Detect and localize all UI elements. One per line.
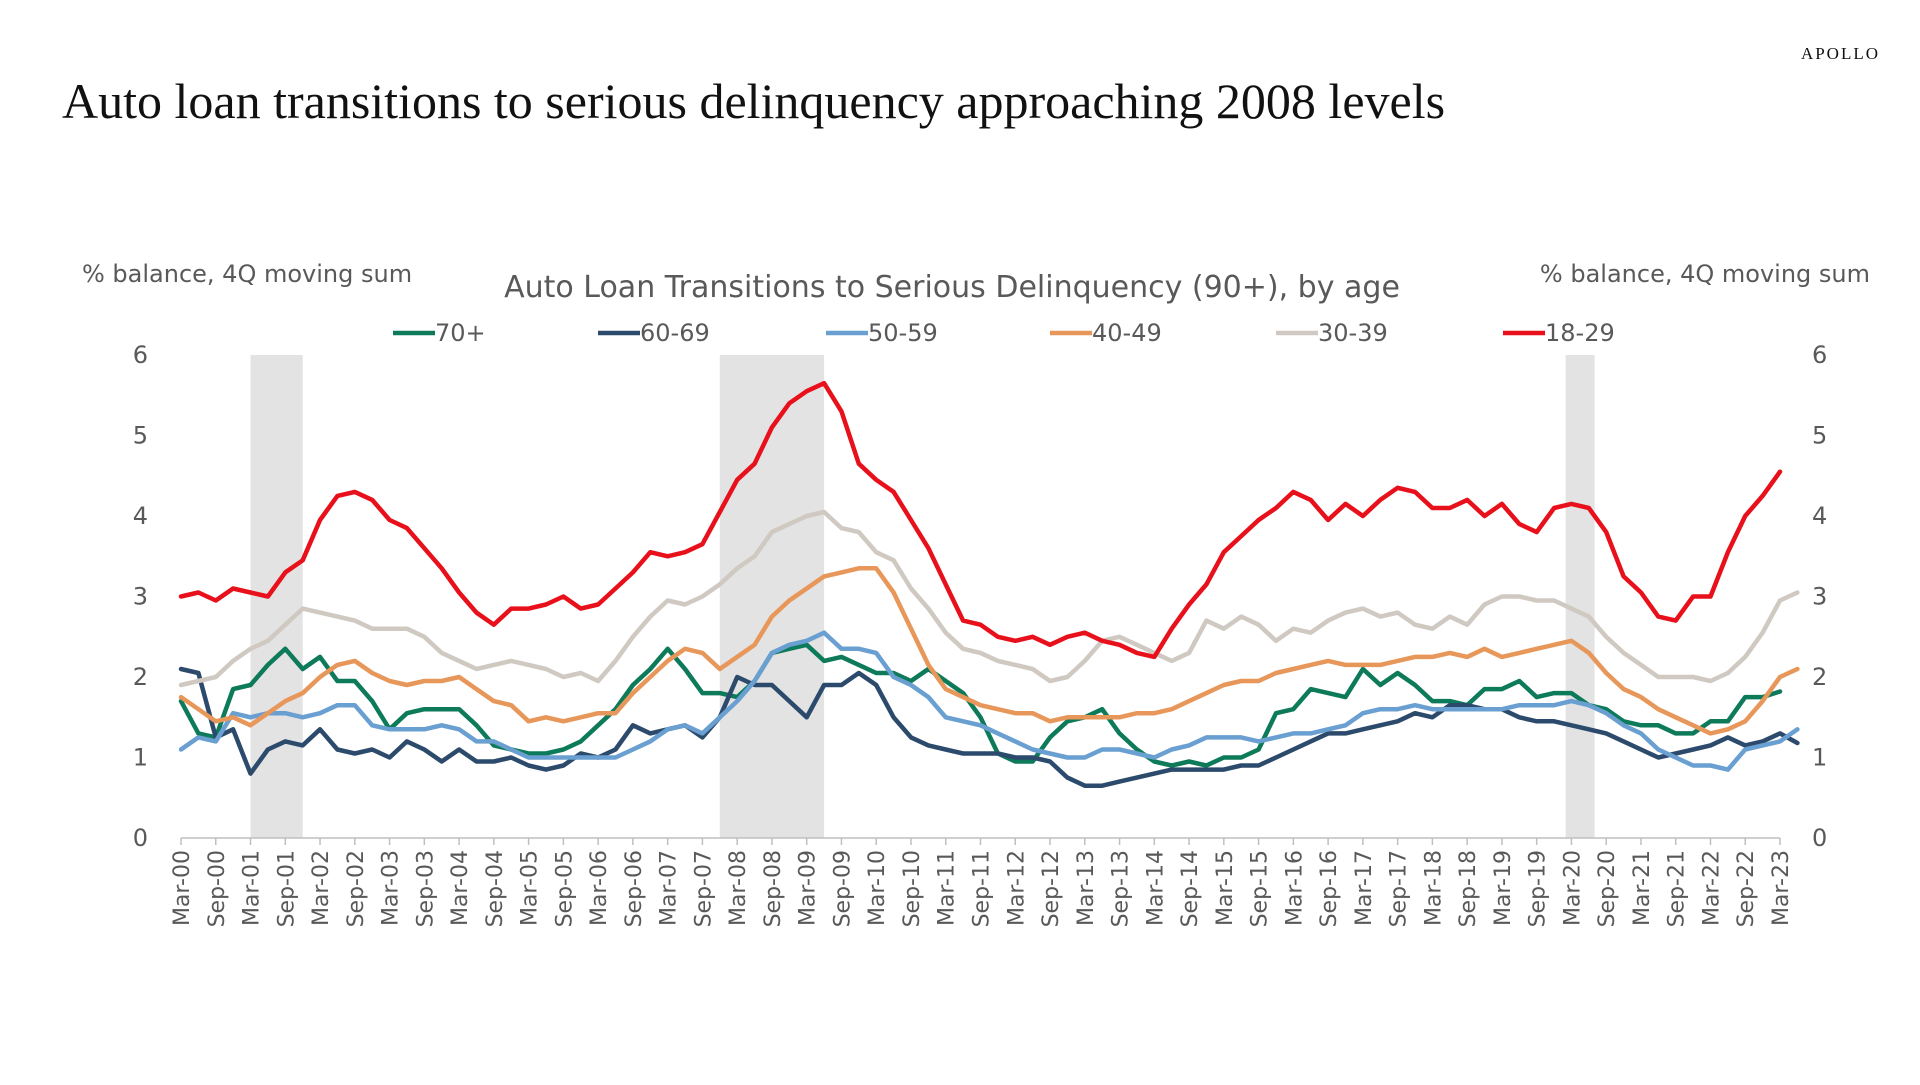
x-tick-label: Mar-02 [309, 850, 334, 926]
series-line-30-39 [178, 509, 1800, 688]
y-tick-label-left: 6 [133, 341, 148, 369]
x-tick-label: Sep-06 [622, 850, 647, 927]
page-title: Auto loan transitions to serious delinqu… [62, 73, 1446, 129]
x-tick-label: Mar-17 [1352, 850, 1377, 926]
x-tick-label: Mar-10 [865, 850, 890, 926]
x-tick-label: Mar-16 [1282, 850, 1307, 926]
y-tick-label-left: 4 [133, 502, 148, 530]
y-tick-label-left: 1 [133, 744, 148, 772]
chart-title: Auto Loan Transitions to Serious Delinqu… [504, 270, 1400, 305]
y-tick-label-right: 2 [1812, 663, 1827, 691]
recession-bands [250, 355, 1595, 838]
series-line-40-49 [178, 566, 1800, 736]
y-tick-label-left: 2 [133, 663, 148, 691]
y-axis-label-right: % balance, 4Q moving sum [1540, 260, 1870, 288]
y-tick-label-right: 4 [1812, 502, 1827, 530]
legend-label-50-59: 50-59 [868, 319, 938, 347]
x-tick-label: Mar-13 [1074, 850, 1099, 926]
y-tick-label-left: 5 [133, 422, 148, 450]
series-line-50-59 [178, 630, 1800, 772]
x-tick-label: Mar-05 [518, 850, 543, 926]
x-tick-label: Sep-16 [1317, 850, 1342, 927]
recession-band-2 [719, 355, 825, 838]
x-tick-label: Sep-15 [1248, 850, 1273, 927]
legend: 70+ 60-69 50-59 40-49 30-39 18-29 [393, 319, 1615, 347]
y-tick-label-right: 5 [1812, 422, 1827, 450]
x-tick-label: Sep-21 [1665, 850, 1690, 927]
series-line-60-69 [178, 666, 1800, 788]
x-tick-label: Sep-14 [1178, 850, 1203, 927]
x-tick-label: Sep-08 [761, 850, 786, 927]
legend-label-30-39: 30-39 [1318, 319, 1388, 347]
y-tick-label-right: 0 [1812, 824, 1827, 852]
x-tick-label: Mar-01 [240, 850, 265, 926]
x-tick-label: Mar-20 [1560, 850, 1585, 926]
axes: 0 0 1 1 2 2 3 3 4 4 5 5 6 6 Mar-00 Sep-00 Mar-01 Sep-01 Ma… [133, 341, 1828, 927]
series-lines [178, 380, 1800, 788]
x-tick-label: Sep-20 [1595, 850, 1620, 927]
x-tick-label: Sep-00 [205, 850, 230, 927]
y-axis-label-left: % balance, 4Q moving sum [82, 260, 412, 288]
brand-logo: APOLLO [1800, 44, 1880, 63]
x-tick-label: Mar-07 [657, 850, 682, 926]
x-tick-label: Sep-01 [274, 850, 299, 927]
x-tick-label: Sep-02 [344, 850, 369, 927]
x-tick-label: Mar-00 [170, 850, 195, 926]
x-tick-label: Mar-06 [587, 850, 612, 926]
legend-label-18-29: 18-29 [1545, 319, 1615, 347]
x-tick-label: Sep-04 [483, 850, 508, 927]
y-tick-label-left: 3 [133, 583, 148, 611]
x-tick-label: Mar-22 [1699, 850, 1724, 926]
x-tick-label: Mar-03 [379, 850, 404, 926]
legend-label-40-49: 40-49 [1092, 319, 1162, 347]
y-tick-label-right: 3 [1812, 583, 1827, 611]
legend-label-60-69: 60-69 [640, 319, 710, 347]
x-tick-label: Sep-09 [830, 850, 855, 927]
series-line-18-29 [178, 380, 1783, 660]
x-tick-label: Mar-12 [1004, 850, 1029, 926]
x-tick-label: Sep-13 [1109, 850, 1134, 927]
x-tick-label: Mar-23 [1769, 850, 1794, 926]
x-tick-label: Sep-10 [900, 850, 925, 927]
x-tick-label: Sep-03 [413, 850, 438, 927]
x-tick-label: Sep-07 [691, 850, 716, 927]
x-tick-label: Sep-05 [552, 850, 577, 927]
x-tick-label: Mar-15 [1213, 850, 1238, 926]
recession-band-3 [1565, 355, 1595, 838]
x-tick-label: Sep-22 [1734, 850, 1759, 927]
x-tick-label: Mar-08 [726, 850, 751, 926]
x-tick-label: Mar-21 [1630, 850, 1655, 926]
x-tick-label: Mar-19 [1491, 850, 1516, 926]
x-tick-label: Sep-18 [1456, 850, 1481, 927]
y-tick-label-right: 6 [1812, 341, 1827, 369]
x-tick-label: Sep-11 [970, 850, 995, 927]
y-tick-label-right: 1 [1812, 744, 1827, 772]
x-tick-label: Sep-17 [1387, 850, 1412, 927]
x-tick-label: Mar-04 [448, 850, 473, 926]
x-tick-label: Mar-11 [935, 850, 960, 926]
legend-label-70+: 70+ [435, 319, 486, 347]
x-tick-label: Mar-09 [796, 850, 821, 926]
y-tick-label-left: 0 [133, 824, 148, 852]
x-tick-label: Mar-14 [1143, 850, 1168, 926]
series-line-70+ [178, 642, 1783, 768]
x-tick-label: Mar-18 [1421, 850, 1446, 926]
x-tick-label: Sep-12 [1039, 850, 1064, 927]
x-tick-label: Sep-19 [1526, 850, 1551, 927]
